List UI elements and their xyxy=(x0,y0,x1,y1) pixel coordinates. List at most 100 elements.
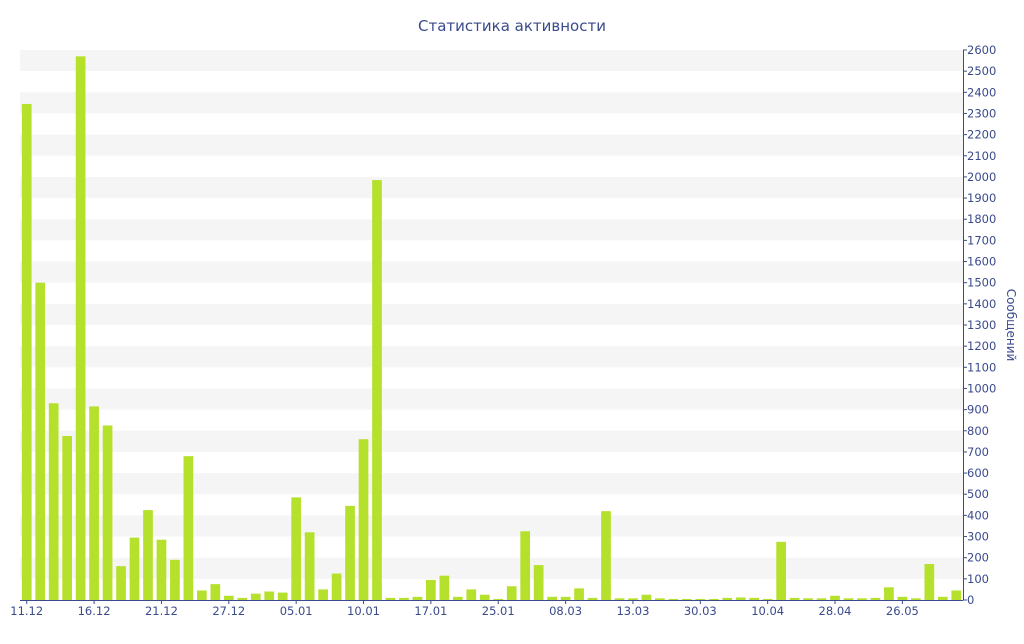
y-axis-label: Сообщений xyxy=(1004,289,1018,362)
bar xyxy=(466,589,477,600)
bar xyxy=(210,584,221,600)
y-tick-label: 2500 xyxy=(967,64,996,78)
y-tick-label: 800 xyxy=(967,424,989,438)
bar xyxy=(506,586,517,600)
bar xyxy=(426,579,436,600)
bar xyxy=(951,590,962,600)
x-tick-label: 27.12 xyxy=(212,604,245,618)
bar xyxy=(695,598,706,600)
x-tick-label: 26.05 xyxy=(886,604,919,618)
bar xyxy=(749,597,760,600)
bar xyxy=(62,436,72,600)
bar xyxy=(318,589,328,600)
y-tick-label: 1200 xyxy=(967,339,996,353)
bar xyxy=(655,598,665,600)
bar xyxy=(857,598,867,600)
bar xyxy=(304,532,315,600)
grid-band xyxy=(20,50,963,72)
y-tick-label: 600 xyxy=(967,466,989,480)
x-tick-label: 30.03 xyxy=(684,604,717,618)
x-tick-label: 28.04 xyxy=(819,604,852,618)
bar xyxy=(722,597,733,600)
bar xyxy=(277,592,288,600)
y-tick-label: 1500 xyxy=(967,276,996,290)
bar xyxy=(21,103,32,600)
y-tick-label: 900 xyxy=(967,403,989,417)
bar xyxy=(884,587,894,600)
grid-bands xyxy=(20,50,963,579)
y-tick-label: 2400 xyxy=(967,85,996,99)
bar xyxy=(708,598,719,600)
bar xyxy=(345,505,355,600)
x-tick-label: 21.12 xyxy=(145,604,178,618)
bar xyxy=(358,439,369,600)
bar xyxy=(735,597,746,600)
bar xyxy=(183,456,194,600)
axes-group: 0 100 200 300 400 500 600 700 800 900 1000 1100 1200… xyxy=(10,43,996,618)
y-tick-label: 1100 xyxy=(967,360,996,374)
bar xyxy=(223,595,234,600)
bar xyxy=(89,406,99,600)
x-tick-label: 08.03 xyxy=(549,604,582,618)
bar xyxy=(129,537,140,600)
y-tick-label: 400 xyxy=(967,508,989,522)
x-tick-label: 17.01 xyxy=(414,604,447,618)
grid-band xyxy=(20,515,963,537)
x-tick-label: 16.12 xyxy=(78,604,111,618)
bar xyxy=(250,593,261,600)
bar xyxy=(479,594,490,600)
bar xyxy=(520,531,531,600)
y-tick-label: 2300 xyxy=(967,106,996,120)
bar xyxy=(156,539,167,600)
bar xyxy=(412,596,423,600)
grid-band xyxy=(20,430,963,452)
bar xyxy=(776,541,786,600)
bar xyxy=(574,588,584,600)
y-tick-label: 1600 xyxy=(967,255,996,269)
y-tick-label: 2200 xyxy=(967,128,996,142)
x-tick-label: 25.01 xyxy=(482,604,515,618)
y-tick-label: 1400 xyxy=(967,297,996,311)
bar xyxy=(762,598,773,600)
grid-band xyxy=(20,473,963,495)
grid-band xyxy=(20,557,963,579)
bar xyxy=(399,597,409,600)
bar xyxy=(681,598,692,600)
y-tick-label: 2100 xyxy=(967,149,996,163)
bar xyxy=(439,575,450,600)
bar xyxy=(102,425,113,600)
bar xyxy=(35,282,46,600)
grid-band xyxy=(20,346,963,368)
x-tick-label: 10.04 xyxy=(751,604,784,618)
bar xyxy=(601,511,611,600)
bar xyxy=(372,180,382,600)
bar xyxy=(587,597,598,600)
bar xyxy=(924,564,935,600)
y-tick-label: 1700 xyxy=(967,233,996,247)
bar xyxy=(75,56,86,601)
x-tick-label: 05.01 xyxy=(280,604,313,618)
bar xyxy=(452,596,463,600)
bar xyxy=(789,597,800,600)
grid-band xyxy=(20,303,963,325)
y-tick-label: 1000 xyxy=(967,381,996,395)
x-tick-label: 11.12 xyxy=(10,604,43,618)
grid-band xyxy=(20,176,963,199)
bar xyxy=(116,566,126,600)
bar xyxy=(843,598,854,600)
grid-band xyxy=(20,134,963,156)
bar xyxy=(331,573,342,600)
bar xyxy=(911,598,921,600)
bar xyxy=(641,594,652,600)
bar xyxy=(897,596,908,600)
bar xyxy=(264,591,275,600)
grid-band xyxy=(20,92,963,114)
bar xyxy=(937,596,948,600)
y-tick-label: 100 xyxy=(967,572,989,586)
bar xyxy=(614,598,625,600)
bar xyxy=(385,597,396,600)
y-tick-label: 1800 xyxy=(967,212,996,226)
bar xyxy=(803,598,813,600)
